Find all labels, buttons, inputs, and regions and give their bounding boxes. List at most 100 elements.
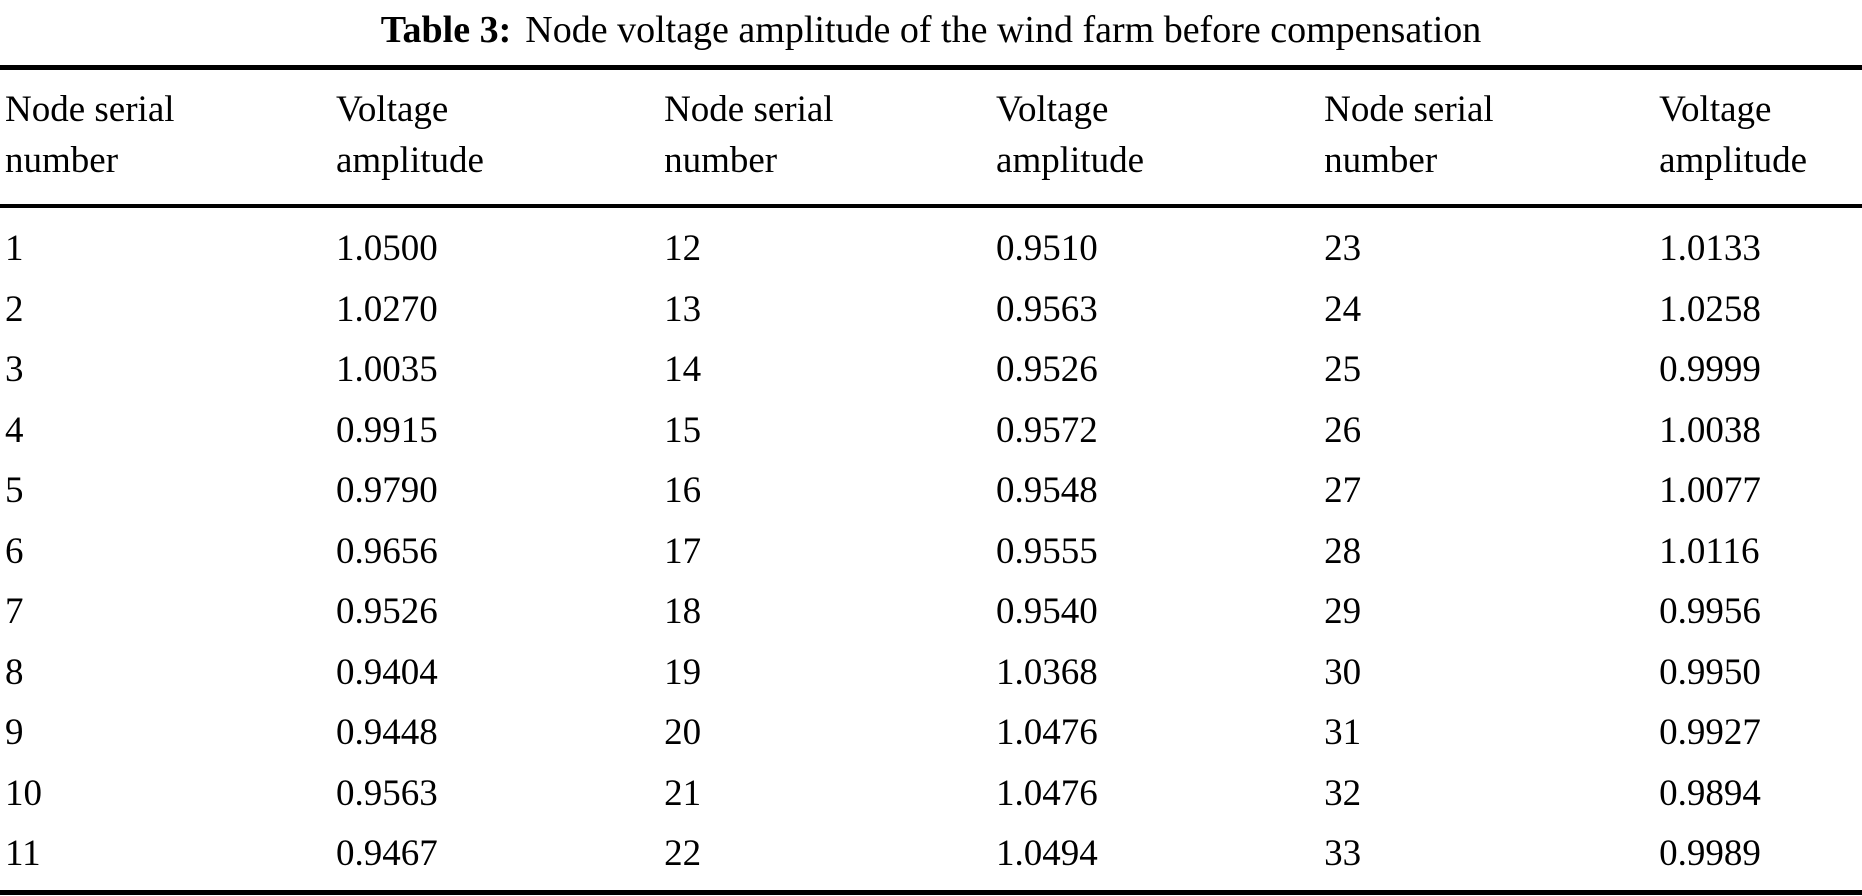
voltage-amplitude-cell: 0.9563 (335, 772, 438, 814)
voltage-amplitude-cell: 1.0038 (1659, 409, 1761, 451)
voltage-amplitude-cell: 0.9540 (996, 591, 1098, 633)
node-number-cell: 4 (5, 409, 24, 451)
header-voltage-amplitude-2: Voltage amplitude (992, 67, 1321, 209)
header-node-serial-number-1: Node serial number (0, 67, 332, 209)
voltage-amplitude-cell: 1.0258 (1659, 288, 1761, 330)
header-line: Voltage (996, 89, 1109, 131)
node-number-cell: 30 (1324, 651, 1362, 693)
node-number-cell: 14 (664, 349, 702, 391)
table-caption-label: Table 3: (380, 9, 512, 51)
table-row: 6 0.9656 17 0.9555 28 1.0116 (0, 521, 1862, 582)
header-line: amplitude (996, 140, 1145, 182)
node-number-cell: 24 (1324, 288, 1362, 330)
table-row: 5 0.9790 16 0.9548 27 1.0077 (0, 460, 1862, 521)
voltage-amplitude-cell: 1.0500 (335, 228, 438, 270)
node-number-cell: 2 (5, 288, 24, 330)
node-number-cell: 5 (5, 470, 24, 512)
voltage-amplitude-cell: 0.9950 (1659, 651, 1761, 693)
header-line: amplitude (335, 140, 484, 182)
header-line: Node serial (5, 89, 175, 131)
node-number-cell: 29 (1324, 591, 1362, 633)
voltage-amplitude-cell: 1.0077 (1659, 470, 1761, 512)
voltage-amplitude-cell: 1.0133 (1659, 228, 1761, 270)
voltage-amplitude-cell: 0.9956 (1659, 591, 1761, 633)
node-number-cell: 32 (1324, 772, 1362, 814)
node-number-cell: 31 (1324, 712, 1362, 754)
table-row: 11 0.9467 22 1.0494 33 0.9989 (0, 823, 1862, 892)
voltage-amplitude-cell: 0.9526 (335, 591, 438, 633)
node-number-cell: 28 (1324, 530, 1362, 572)
voltage-amplitude-cell: 0.9467 (335, 833, 438, 875)
node-number-cell: 27 (1324, 470, 1362, 512)
node-number-cell: 3 (5, 349, 24, 391)
node-number-cell: 19 (664, 651, 702, 693)
node-number-cell: 22 (664, 833, 702, 875)
table-row: 10 0.9563 21 1.0476 32 0.9894 (0, 763, 1862, 824)
header-node-serial-number-3: Node serial number (1320, 67, 1656, 209)
header-line: Node serial (664, 89, 834, 131)
node-number-cell: 16 (664, 470, 702, 512)
voltage-amplitude-cell: 1.0476 (996, 712, 1098, 754)
voltage-amplitude-cell: 0.9448 (335, 712, 438, 754)
node-number-cell: 18 (664, 591, 702, 633)
voltage-amplitude-cell: 0.9790 (335, 470, 438, 512)
header-line: number (1324, 140, 1438, 182)
node-number-cell: 21 (664, 772, 702, 814)
node-number-cell: 23 (1324, 228, 1362, 270)
node-number-cell: 7 (5, 591, 24, 633)
node-number-cell: 9 (5, 712, 24, 754)
node-number-cell: 15 (664, 409, 702, 451)
voltage-amplitude-cell: 0.9510 (996, 228, 1098, 270)
table-row: 4 0.9915 15 0.9572 26 1.0038 (0, 400, 1862, 461)
table-caption: Table 3: Node voltage amplitude of the wi… (0, 6, 1862, 55)
node-number-cell: 17 (664, 530, 702, 572)
table-row: 2 1.0270 13 0.9563 24 1.0258 (0, 279, 1862, 340)
header-line: Node serial (1324, 89, 1494, 131)
node-number-cell: 33 (1324, 833, 1362, 875)
node-number-cell: 12 (664, 228, 702, 270)
voltage-amplitude-cell: 0.9572 (996, 409, 1098, 451)
node-number-cell: 11 (5, 833, 41, 875)
header-row: Node serial number Voltage amplitude Nod… (0, 67, 1862, 209)
header-node-serial-number-2: Node serial number (660, 67, 993, 209)
table-row: 7 0.9526 18 0.9540 29 0.9956 (0, 581, 1862, 642)
voltage-amplitude-cell: 1.0270 (335, 288, 438, 330)
voltage-amplitude-cell: 0.9927 (1659, 712, 1761, 754)
header-line: number (5, 140, 119, 182)
voltage-amplitude-cell: 0.9656 (335, 530, 438, 572)
header-line: number (664, 140, 778, 182)
table-row: 1 1.0500 12 0.9510 23 1.0133 (0, 206, 1862, 279)
node-number-cell: 20 (664, 712, 702, 754)
node-number-cell: 6 (5, 530, 24, 572)
header-voltage-amplitude-1: Voltage amplitude (331, 67, 661, 209)
header-line: Voltage (1659, 89, 1772, 131)
voltage-amplitude-cell: 0.9915 (335, 409, 438, 451)
node-number-cell: 10 (5, 772, 42, 814)
voltage-amplitude-cell: 0.9563 (996, 288, 1098, 330)
node-number-cell: 13 (664, 288, 702, 330)
voltage-amplitude-cell: 0.9526 (996, 349, 1098, 391)
header-line: amplitude (1659, 140, 1808, 182)
table-row: 8 0.9404 19 1.0368 30 0.9950 (0, 642, 1862, 703)
node-number-cell: 8 (5, 651, 24, 693)
node-voltage-table: Node serial number Voltage amplitude Nod… (0, 65, 1862, 895)
voltage-amplitude-cell: 1.0035 (335, 349, 438, 391)
voltage-amplitude-cell: 1.0494 (996, 833, 1098, 875)
header-voltage-amplitude-3: Voltage amplitude (1655, 67, 1862, 209)
node-number-cell: 25 (1324, 349, 1362, 391)
voltage-amplitude-cell: 0.9894 (1659, 772, 1761, 814)
table-row: 9 0.9448 20 1.0476 31 0.9927 (0, 702, 1862, 763)
voltage-amplitude-cell: 1.0476 (996, 772, 1098, 814)
voltage-amplitude-cell: 0.9999 (1659, 349, 1761, 391)
voltage-amplitude-cell: 1.0368 (996, 651, 1098, 693)
node-number-cell: 1 (5, 228, 24, 270)
node-number-cell: 26 (1324, 409, 1362, 451)
table-caption-text: Node voltage amplitude of the wind farm … (525, 9, 1482, 51)
voltage-amplitude-cell: 0.9404 (335, 651, 438, 693)
table-row: 3 1.0035 14 0.9526 25 0.9999 (0, 339, 1862, 400)
voltage-amplitude-cell: 0.9989 (1659, 833, 1761, 875)
voltage-amplitude-cell: 0.9548 (996, 470, 1098, 512)
voltage-amplitude-cell: 1.0116 (1659, 530, 1760, 572)
voltage-amplitude-cell: 0.9555 (996, 530, 1098, 572)
